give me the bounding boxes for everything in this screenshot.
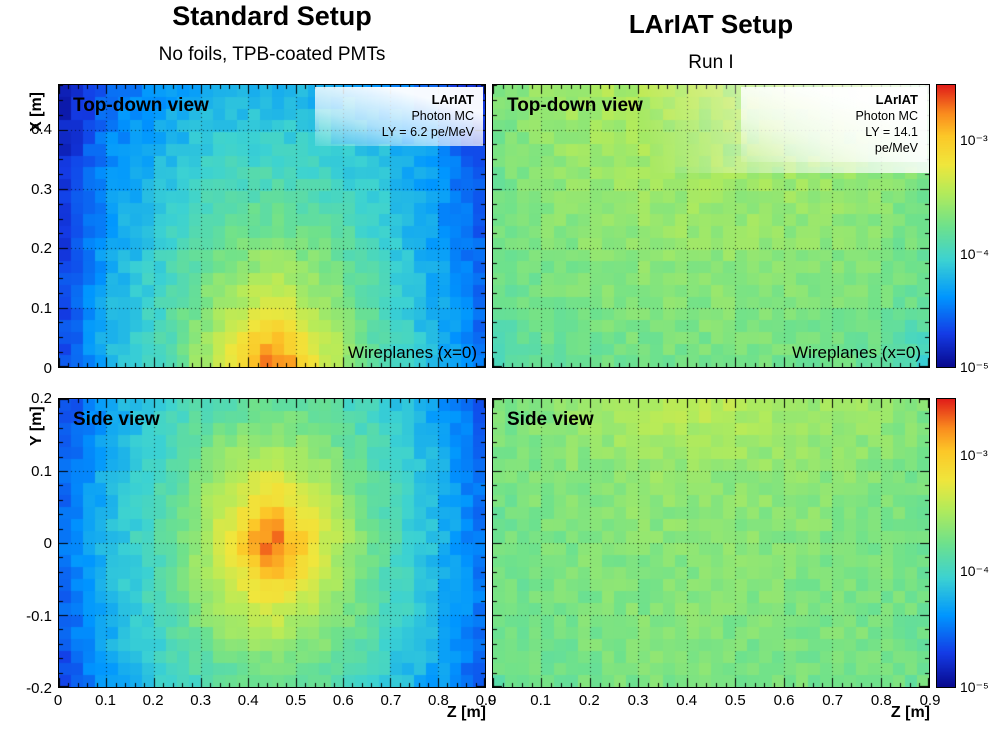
color-scale-bottom [936,398,956,688]
color-scale-tick-label: 10⁻⁵ [960,359,989,375]
x-tick-label: 0.5 [285,692,307,709]
x-axis-title-bottom-right: Z [m] [890,704,930,721]
x-tick-label: 0.6 [773,692,795,709]
x-tick-label: 0.9 [475,692,497,709]
color-scale-tick-label: 10⁻⁵ [960,679,989,695]
plot-lariat-side: Side view [492,398,930,688]
legend-line: LY = 6.2 pe/MeV [381,125,474,139]
plot-standard-side: Side view [58,398,486,688]
color-scale-top [936,84,956,368]
stats-box: LArIAT Photon MC LY = 14.1 pe/MeV [741,87,927,162]
right-column-header: LArIAT Setup Run I [492,8,930,74]
y-tick-label: 0.1 [31,462,52,480]
y-tick-label: 0 [43,360,52,377]
y-tick-label: 0.2 [31,240,52,258]
color-scale-tick-label: 10⁻⁴ [960,563,989,580]
color-scale-tick-label: 10⁻³ [960,132,988,149]
y-tick-label: 0.4 [31,120,52,138]
view-label: Side view [73,409,160,430]
y-tick-label: -0.2 [26,680,52,697]
y-tick-label: 0 [43,535,52,552]
x-tick-label: 0.9 [919,692,941,709]
y-tick-label: -0.1 [26,607,52,625]
x-tick-label: 0.8 [870,692,892,709]
color-scale-canvas [937,399,955,687]
x-axis-title-bottom-left: Z [m] [446,704,486,721]
x-tick-label: 0.2 [142,692,164,709]
legend-line: pe/MeV [874,141,918,155]
legend-title: LArIAT [875,92,918,107]
x-tick-label: 0.3 [190,692,212,709]
y-tick-label: 0.1 [31,300,52,318]
x-tick-label: 0.4 [237,692,259,709]
x-tick-label: 0 [53,692,63,709]
view-label: Top-down view [73,95,209,116]
view-label: Side view [507,409,594,430]
plot-lariat-topdown: Top-down view LArIAT Photon MC LY = 14.1 p… [492,84,930,368]
right-column-subtitle: Run I [688,52,734,73]
legend-line: Photon MC [855,109,918,123]
plot-standard-topdown: Top-down view LArIAT Photon MC LY = 6.2 p… [58,84,486,368]
left-column-subtitle: No foils, TPB-coated PMTs [158,44,386,65]
left-column-header: Standard Setup No foils, TPB-coated PMTs [58,0,486,66]
x-tick-label: 0 [487,692,497,709]
x-tick-label: 0.8 [428,692,449,709]
wireplanes-label: Wireplanes (x=0) [348,343,477,362]
legend-lines: Photon MC LY = 6.2 pe/MeV [324,108,474,140]
legend-lines: Photon MC LY = 14.1 pe/MeV [750,108,918,156]
stats-box: LArIAT Photon MC LY = 6.2 pe/MeV [315,87,483,146]
right-column-title: LArIAT Setup [628,9,794,39]
y-tick-label: 0.2 [31,390,52,407]
y-tick-label: 0.3 [31,180,52,198]
x-tick-label: 0.3 [627,692,649,709]
view-label: Top-down view [507,95,643,116]
color-scale-tick-label: 10⁻³ [960,447,988,464]
x-tick-label: 0.5 [724,692,746,709]
heatmap-canvas [59,399,485,687]
x-tick-label: 0.1 [95,692,116,709]
x-tick-label: 0.6 [332,692,354,709]
x-tick-label: 0.2 [578,692,600,709]
legend-title: LArIAT [431,92,474,107]
x-tick-label: 0.4 [676,692,698,709]
color-scale-tick-label: 10⁻⁴ [960,245,989,262]
heatmap-canvas [493,399,929,687]
left-column-title: Standard Setup [172,1,372,31]
x-tick-label: 0.7 [380,692,402,709]
x-tick-label: 0.7 [822,692,844,709]
color-scale-canvas [937,85,955,367]
y-axis-title-bottom-left: Y [m] [28,406,45,446]
wireplanes-label: Wireplanes (x=0) [792,343,921,362]
legend-line: Photon MC [411,109,474,123]
x-tick-label: 0.1 [530,692,552,709]
legend-line: LY = 14.1 [865,125,918,139]
